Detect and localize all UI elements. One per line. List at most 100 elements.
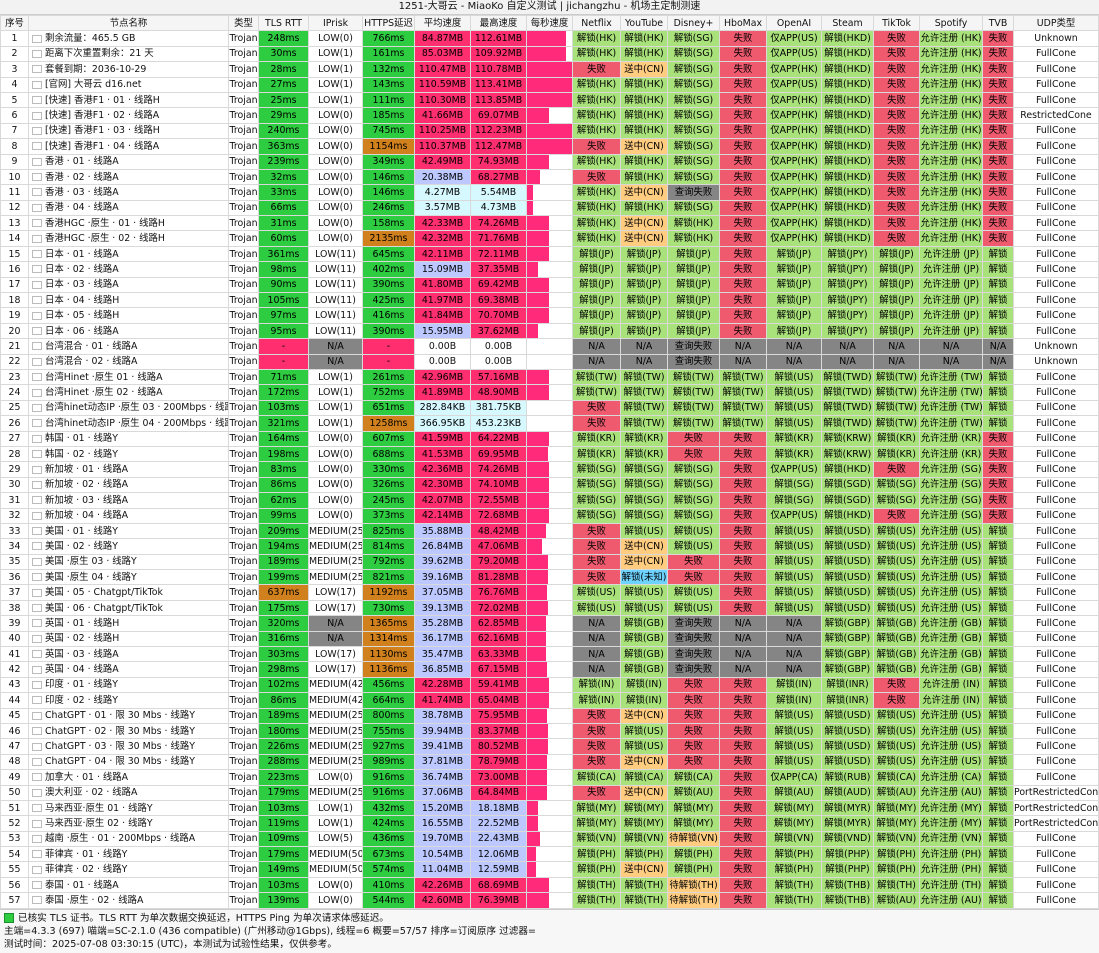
table-row[interactable]: 37 美国 · 05 · Chatgpt/TikTok Trojan 637ms LOW…: [0, 584, 1099, 601]
flag-icon: [32, 480, 42, 489]
table-row[interactable]: 1 剩余流量：465.5 GB Trojan 248ms LOW(0) 766ms 84.8…: [0, 30, 1099, 47]
table-row[interactable]: 21 台湾混合 · 01 · 线路A Trojan - N/A -0.00B 0.00B N/…: [0, 338, 1099, 355]
table-row[interactable]: 38 美国 · 06 · Chatgpt/TikTok Trojan 175ms LOW…: [0, 599, 1099, 617]
column-header[interactable]: 节点名称: [28, 14, 229, 32]
table-row[interactable]: 53 越南 ·原生 · 01 · 200Mbps · 线路A Trojan 109ms…: [0, 830, 1099, 848]
table-row[interactable]: 15 日本 · 01 · 线路A Trojan 361ms LOW(11) 645ms 42…: [0, 245, 1099, 263]
table-row[interactable]: 24 台湾Hinet ·原生 02 · 线路A Trojan 172ms LOW(1) 7…: [0, 384, 1099, 401]
table-row[interactable]: 30 新加坡 · 02 · 线路A Trojan 86ms LOW(0) 326ms 42.…: [0, 476, 1099, 494]
table-row[interactable]: 46 ChatGPT · 02 · 限 30 Mbs · 线路Y Trojan 180…: [0, 722, 1099, 740]
column-header[interactable]: 序号: [0, 14, 29, 32]
column-header[interactable]: TLS RTT: [258, 14, 309, 32]
cell-OpenAI: 解锁(JP): [766, 276, 822, 294]
table-row[interactable]: 51 马来西亚·原生 01 · 线路Y Trojan 103ms LOW(1) 432ms…: [0, 799, 1099, 817]
column-header[interactable]: OpenAI: [766, 14, 822, 32]
table-row[interactable]: 32 新加坡 · 04 · 线路A Trojan 99ms LOW(0) 373ms 42.…: [0, 507, 1099, 524]
table-row[interactable]: 54 菲律宾 · 01 · 线路Y Trojan 179ms MEDIUM(50) 673…: [0, 846, 1099, 863]
column-header[interactable]: UDP类型: [1013, 14, 1099, 32]
table-row[interactable]: 57 泰国 ·原生 · 02 · 线路A Trojan 139ms LOW(0) 544m…: [0, 892, 1099, 909]
table-row[interactable]: 41 英国 · 03 · 线路A Trojan 303ms LOW(17) 1130ms 3…: [0, 646, 1099, 663]
table-row[interactable]: 11 香港 · 03 · 线路A Trojan 33ms LOW(0) 146ms 4.27…: [0, 184, 1099, 201]
flag-icon: [32, 819, 42, 828]
table-row[interactable]: 4 [官网] 大哥云 d16.net Trojan 27ms LOW(1) 143ms 11…: [0, 76, 1099, 93]
table-row[interactable]: 45 ChatGPT · 01 · 限 30 Mbs · 线路Y Trojan 189…: [0, 707, 1099, 724]
table-row[interactable]: 29 新加坡 · 01 · 线路A Trojan 83ms LOW(0) 330ms 42.…: [0, 461, 1099, 478]
column-header[interactable]: TVB: [982, 14, 1014, 32]
table-row[interactable]: 5 [快速] 香港F1 · 01 · 线路H Trojan 25ms LOW(1) 111…: [0, 91, 1099, 109]
table-row[interactable]: 20 日本 · 06 · 线路A Trojan 95ms LOW(11) 390ms 15.…: [0, 322, 1099, 340]
speed-sparkline: [526, 769, 573, 786]
column-header[interactable]: Spotify: [919, 14, 983, 32]
table-row[interactable]: 49 加拿大 · 01 · 线路A Trojan 223ms LOW(0) 916ms 36…: [0, 769, 1099, 786]
column-header[interactable]: Disney+: [667, 14, 720, 32]
cell-IPrisk: LOW(0): [308, 107, 363, 124]
cell-平均速度: 42.32MB: [414, 230, 471, 247]
table-row[interactable]: 36 美国 ·原生 04 · 线路Y Trojan 199ms MEDIUM(25) 82…: [0, 569, 1099, 586]
flag-icon: [32, 865, 42, 874]
table-row[interactable]: 48 ChatGPT · 04 · 限 30 Mbs · 线路Y Trojan 288…: [0, 753, 1099, 771]
table-row[interactable]: 47 ChatGPT · 03 · 限 30 Mbs · 线路Y Trojan 226…: [0, 738, 1099, 755]
column-header[interactable]: IPrisk: [308, 14, 363, 32]
cell-TVB: 解锁: [982, 799, 1014, 817]
table-row[interactable]: 3 套餐到期：2036-10-29 Trojan 28ms LOW(1) 132ms 110…: [0, 61, 1099, 78]
table-row[interactable]: 10 香港 · 02 · 线路A Trojan 32ms LOW(0) 146ms 20.3…: [0, 168, 1099, 186]
table-row[interactable]: 28 韩国 · 02 · 线路Y Trojan 198ms LOW(0) 688ms 41.…: [0, 445, 1099, 463]
column-header[interactable]: 平均速度: [414, 14, 471, 32]
column-header[interactable]: HboMax: [719, 14, 767, 32]
cell-平均速度: 42.30MB: [414, 476, 471, 494]
column-header[interactable]: Netflix: [572, 14, 621, 32]
table-row[interactable]: 52 马来西亚·原生 02 · 线路Y Trojan 119ms LOW(1) 424ms…: [0, 815, 1099, 832]
column-header[interactable]: HTTPS延迟: [362, 14, 415, 32]
cell-Netflix: 失败: [572, 722, 621, 740]
sparkline-bar: [527, 693, 549, 708]
cell-IPrisk: LOW(0): [308, 769, 363, 786]
table-row[interactable]: 14 香港HGC ·原生 · 02 · 线路H Trojan 60ms LOW(0) 21…: [0, 230, 1099, 247]
table-row[interactable]: 22 台湾混合 · 02 · 线路A Trojan - N/A -0.00B 0.00B N/…: [0, 353, 1099, 370]
table-row[interactable]: 42 英国 · 04 · 线路A Trojan 298ms LOW(17) 1136ms 3…: [0, 661, 1099, 678]
table-row[interactable]: 40 英国 · 02 · 线路H Trojan 316ms N/A 1314ms 36.17…: [0, 630, 1099, 648]
table-row[interactable]: 18 日本 · 04 · 线路H Trojan 105ms LOW(11) 425ms 41…: [0, 292, 1099, 309]
cell-OpenAI: 仅APP(HK): [766, 168, 822, 186]
table-row[interactable]: 56 泰国 · 01 · 线路A Trojan 103ms LOW(0) 410ms 42.…: [0, 876, 1099, 894]
column-header[interactable]: 每秒速度: [526, 14, 573, 32]
table-row[interactable]: 7 [快速] 香港F1 · 03 · 线路H Trojan 240ms LOW(0) 74…: [0, 122, 1099, 140]
table-row[interactable]: 43 印度 · 01 · 线路Y Trojan 102ms MEDIUM(42) 456m…: [0, 676, 1099, 694]
table-row[interactable]: 33 美国 · 01 · 线路Y Trojan 209ms MEDIUM(25) 825m…: [0, 522, 1099, 540]
cell-Spotify: 允许注册 (GB): [919, 630, 983, 648]
column-header[interactable]: TikTok: [873, 14, 920, 32]
table-row[interactable]: 27 韩国 · 01 · 线路Y Trojan 164ms LOW(0) 607ms 41.…: [0, 430, 1099, 447]
column-header[interactable]: Steam: [821, 14, 874, 32]
table-row[interactable]: 50 澳大利亚 · 02 · 线路A Trojan 179ms MEDIUM(25) 91…: [0, 784, 1099, 801]
column-header[interactable]: YouTube: [620, 14, 668, 32]
table-row[interactable]: 19 日本 · 05 · 线路H Trojan 97ms LOW(11) 416ms 41.…: [0, 307, 1099, 324]
column-header[interactable]: 类型: [228, 14, 259, 32]
table-row[interactable]: 6 [快速] 香港F1 · 02 · 线路A Trojan 29ms LOW(0) 185…: [0, 107, 1099, 124]
table-row[interactable]: 39 英国 · 01 · 线路H Trojan 320ms N/A 1365ms 35.28…: [0, 615, 1099, 632]
node-name-cell: 新加坡 · 03 · 线路A: [28, 492, 229, 509]
table-row[interactable]: 26 台湾hinet动态IP ·原生 04 · 200Mbps · 线路A Troj…: [0, 415, 1099, 432]
table-row[interactable]: 25 台湾hinet动态IP ·原生 03 · 200Mbps · 线路A Troj…: [0, 399, 1099, 417]
cell-Steam: 解锁(INR): [821, 676, 874, 694]
table-row[interactable]: 12 香港 · 04 · 线路A Trojan 66ms LOW(0) 246ms 3.57…: [0, 199, 1099, 217]
column-header[interactable]: 最高速度: [470, 14, 527, 32]
table-row[interactable]: 17 日本 · 03 · 线路A Trojan 90ms LOW(11) 390ms 41.…: [0, 276, 1099, 294]
node-name: 台湾混合 · 02 · 线路A: [45, 356, 138, 368]
row-index: 41: [0, 646, 29, 663]
cell-TLS RTT: 209ms: [258, 522, 309, 540]
cell-TLS RTT: 99ms: [258, 507, 309, 524]
table-row[interactable]: 44 印度 · 02 · 线路Y Trojan 86ms MEDIUM(42) 664ms…: [0, 692, 1099, 709]
cell-Spotify: 允许注册 (US): [919, 569, 983, 586]
table-row[interactable]: 8 [快速] 香港F1 · 04 · 线路A Trojan 363ms LOW(0) 11…: [0, 138, 1099, 155]
table-row[interactable]: 35 美国 ·原生 03 · 线路Y Trojan 189ms MEDIUM(25) 79…: [0, 553, 1099, 571]
table-row[interactable]: 23 台湾Hinet ·原生 01 · 线路A Trojan 71ms LOW(1) 26…: [0, 368, 1099, 386]
table-row[interactable]: 9 香港 · 01 · 线路A Trojan 239ms LOW(0) 349ms 42.4…: [0, 153, 1099, 170]
table-row[interactable]: 31 新加坡 · 03 · 线路A Trojan 62ms LOW(0) 245ms 42.…: [0, 492, 1099, 509]
table-row[interactable]: 34 美国 · 02 · 线路Y Trojan 194ms MEDIUM(25) 814m…: [0, 538, 1099, 555]
cell-OpenAI: 解锁(PH): [766, 846, 822, 863]
table-row[interactable]: 55 菲律宾 · 02 · 线路Y Trojan 149ms MEDIUM(50) 574…: [0, 861, 1099, 878]
table-row[interactable]: 16 日本 · 02 · 线路A Trojan 98ms LOW(11) 402ms 15.…: [0, 261, 1099, 278]
table-row[interactable]: 13 香港HGC ·原生 · 01 · 线路H Trojan 31ms LOW(0) 15…: [0, 215, 1099, 232]
cell-Spotify: 允许注册 (HK): [919, 76, 983, 93]
cell-TLS RTT: 103ms: [258, 799, 309, 817]
table-row[interactable]: 2 距离下次重置剩余：21 天 Trojan 30ms LOW(1) 161ms 85.03…: [0, 45, 1099, 63]
